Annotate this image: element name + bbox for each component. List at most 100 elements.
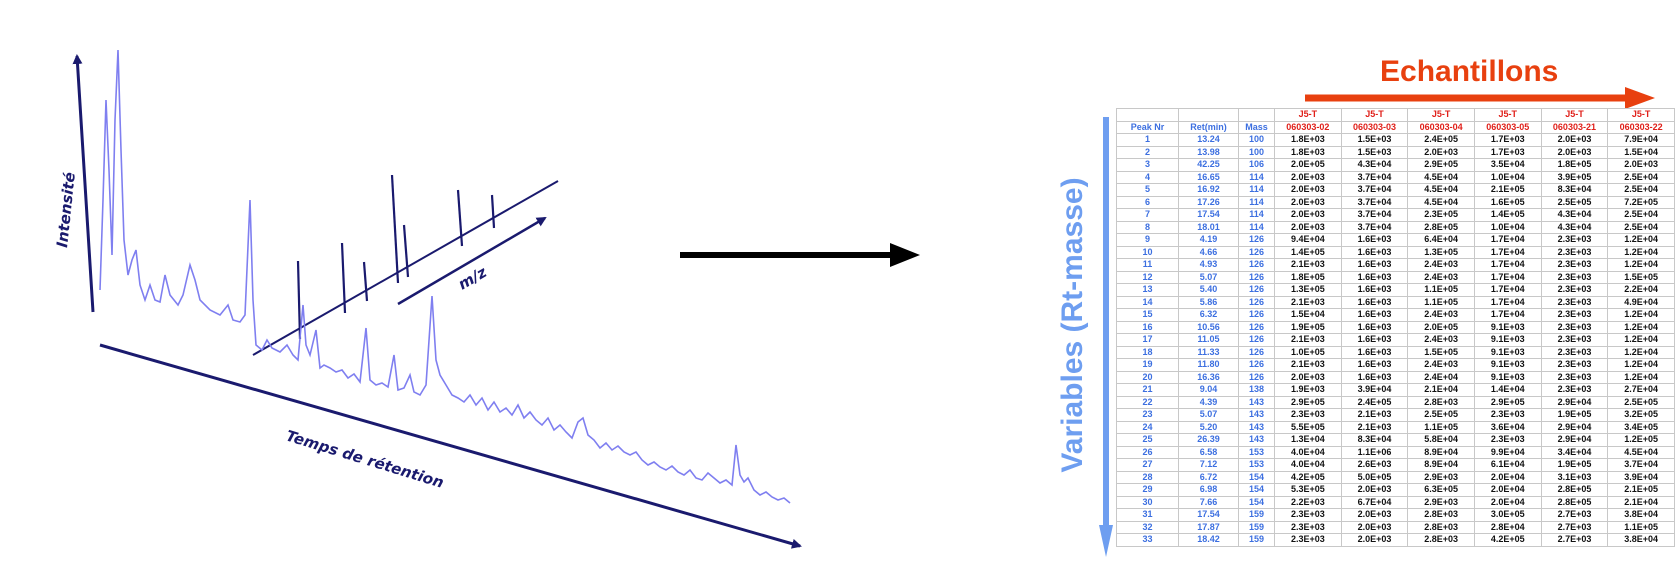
intensity-cell: 1.6E+03	[1340, 258, 1409, 272]
intensity-cell: 4.2E+05	[1473, 533, 1542, 547]
table-row: 12 5.07 126 1.8E+05 1.6E+03 2.4E+03 1.7E+04 2.3…	[1116, 270, 1675, 284]
table-row: 18 11.33 126 1.0E+05 1.6E+03 1.5E+05 9.1E+03 2.…	[1116, 345, 1675, 359]
peak-number-cell: 26	[1116, 445, 1179, 459]
chromatogram-illustration: Intensité Temps de rétention m/z	[53, 49, 802, 549]
mass-cell: 159	[1238, 533, 1275, 547]
intensity-cell: 1.7E+04	[1473, 258, 1542, 272]
peak-number-cell: 6	[1116, 195, 1179, 209]
intensity-cell: 2.3E+03	[1540, 270, 1609, 284]
retention-time-cell: 17.87	[1178, 520, 1239, 534]
intensity-cell: 3.1E+03	[1540, 470, 1609, 484]
table-row: 2 13.98 100 1.8E+03 1.5E+03 2.0E+03 1.7E+03 2.0…	[1116, 145, 1675, 159]
intensity-cell: 2.5E+04	[1607, 208, 1675, 222]
table-row: 27 7.12 153 4.0E+04 2.6E+03 8.9E+04 6.1E+04 1.9…	[1116, 458, 1675, 472]
mass-cell: 114	[1238, 195, 1275, 209]
intensity-cell: 3.0E+05	[1473, 508, 1542, 522]
sample-header-line1: J5-T	[1340, 108, 1409, 122]
mass-cell: 154	[1238, 495, 1275, 509]
retention-time-cell: 26.39	[1178, 433, 1239, 447]
intensity-cell: 1.2E+04	[1607, 308, 1675, 322]
intensity-cell: 8.9E+04	[1407, 445, 1475, 459]
mass-cell: 138	[1238, 383, 1275, 397]
retention-time-cell: 11.33	[1178, 345, 1239, 359]
mass-cell: 126	[1238, 358, 1275, 372]
intensity-cell: 2.0E+03	[1274, 183, 1342, 197]
table-body: 1 13.24 100 1.8E+03 1.5E+03 2.4E+05 1.7E+03 2.0…	[1116, 133, 1675, 547]
sample-header-line1: J5-T	[1407, 108, 1475, 122]
peak-number-cell: 15	[1116, 308, 1179, 322]
table-row: 13 5.40 126 1.3E+05 1.6E+03 1.1E+05 1.7E+04 2.3…	[1116, 283, 1675, 297]
mass-cell: 126	[1238, 308, 1275, 322]
intensity-cell: 2.3E+03	[1473, 408, 1542, 422]
retention-time-cell: 16.92	[1178, 183, 1239, 197]
mass-cell: 100	[1238, 133, 1275, 147]
intensity-cell: 1.6E+03	[1340, 333, 1409, 347]
intensity-cell: 2.8E+05	[1540, 483, 1609, 497]
intensity-cell: 2.1E+05	[1607, 483, 1675, 497]
peak-number-cell: 19	[1116, 358, 1179, 372]
transform-arrow	[680, 243, 920, 267]
intensity-cell: 2.5E+05	[1407, 408, 1475, 422]
intensity-cell: 5.5E+05	[1274, 420, 1342, 434]
mass-cell: 126	[1238, 370, 1275, 384]
intensity-cell: 3.9E+05	[1540, 170, 1609, 184]
peak-number-cell: 1	[1116, 133, 1179, 147]
intensity-cell: 2.3E+03	[1274, 520, 1342, 534]
retention-time-cell: 5.20	[1178, 420, 1239, 434]
intensity-cell: 2.3E+03	[1473, 433, 1542, 447]
peak-number-cell: 32	[1116, 520, 1179, 534]
intensity-cell: 2.5E+04	[1607, 183, 1675, 197]
intensity-cell: 2.0E+03	[1340, 520, 1409, 534]
peak-number-cell: 10	[1116, 245, 1179, 259]
intensity-cell: 5.0E+05	[1340, 470, 1409, 484]
intensity-cell: 1.0E+05	[1274, 345, 1342, 359]
retention-time-cell: 11.05	[1178, 333, 1239, 347]
intensity-cell: 6.7E+04	[1340, 495, 1409, 509]
ms-stick	[390, 174, 400, 284]
intensity-cell: 2.4E+04	[1407, 370, 1475, 384]
table-row: 23 5.07 143 2.3E+03 2.1E+03 2.5E+05 2.3E+03 1.9…	[1116, 408, 1675, 422]
intensity-cell: 2.0E+03	[1340, 533, 1409, 547]
intensity-cell: 1.6E+03	[1340, 345, 1409, 359]
intensity-cell: 2.8E+03	[1407, 395, 1475, 409]
table-row: 6 17.26 114 2.0E+03 3.7E+04 4.5E+04 1.6E+05 2.5…	[1116, 195, 1675, 209]
peak-number-cell: 21	[1116, 383, 1179, 397]
mass-cell: 143	[1238, 420, 1275, 434]
samples-arrow	[1305, 87, 1655, 109]
table-row: 17 11.05 126 2.1E+03 1.6E+03 2.4E+03 9.1E+03 2.…	[1116, 333, 1675, 347]
ms-stick	[340, 242, 347, 314]
intensity-cell: 5.8E+04	[1407, 433, 1475, 447]
mass-cell: 100	[1238, 145, 1275, 159]
table-row: 10 4.66 126 1.4E+05 1.6E+03 1.3E+05 1.7E+04 2.3…	[1116, 245, 1675, 259]
intensity-cell: 2.7E+03	[1540, 508, 1609, 522]
intensity-cell: 1.5E+03	[1340, 133, 1409, 147]
intensity-cell: 2.1E+03	[1274, 333, 1342, 347]
peak-number-cell: 14	[1116, 295, 1179, 309]
intensity-cell: 3.8E+04	[1607, 508, 1675, 522]
sample-header-line2: 060303-22	[1607, 120, 1675, 134]
intensity-cell: 9.1E+03	[1473, 358, 1542, 372]
intensity-cell: 3.4E+05	[1607, 420, 1675, 434]
intensity-cell: 2.3E+03	[1540, 233, 1609, 247]
intensity-cell: 7.9E+04	[1607, 133, 1675, 147]
table-row: 28 6.72 154 4.2E+05 5.0E+05 2.9E+03 2.0E+04 3.1…	[1116, 470, 1675, 484]
samples-title: Echantillons	[1380, 55, 1559, 88]
retention-time-cell: 18.42	[1178, 533, 1239, 547]
retention-time-cell: 6.98	[1178, 483, 1239, 497]
mass-spectrum-sticks	[296, 174, 496, 340]
intensity-cell: 2.9E+03	[1407, 495, 1475, 509]
retention-time-axis	[99, 343, 802, 549]
intensity-cell: 3.2E+05	[1607, 408, 1675, 422]
mass-cell: 154	[1238, 470, 1275, 484]
table-row: 5 16.92 114 2.0E+03 3.7E+04 4.5E+04 2.1E+05 8.3…	[1116, 183, 1675, 197]
intensity-cell: 2.9E+05	[1274, 395, 1342, 409]
intensity-cell: 1.6E+03	[1340, 245, 1409, 259]
intensity-cell: 4.5E+04	[1407, 195, 1475, 209]
ms-stick	[296, 260, 302, 340]
intensity-cell: 2.0E+03	[1274, 170, 1342, 184]
intensity-cell: 2.1E+05	[1473, 183, 1542, 197]
sample-header-line1: J5-T	[1607, 108, 1675, 122]
intensity-cell: 1.4E+05	[1473, 208, 1542, 222]
intensity-cell: 2.4E+03	[1407, 333, 1475, 347]
intensity-cell: 2.3E+03	[1540, 245, 1609, 259]
